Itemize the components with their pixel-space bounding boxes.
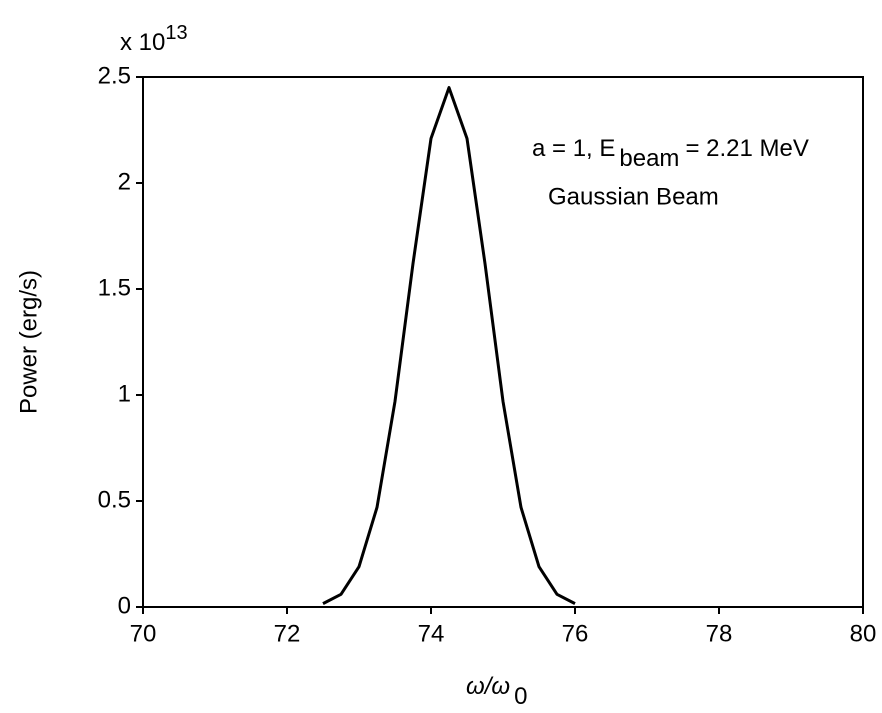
x-tick-label: 80 [850, 620, 877, 647]
annotation-sub: beam [619, 145, 679, 172]
x-label-main: ω/ω [466, 673, 510, 700]
x-tick-label: 72 [274, 620, 301, 647]
x-tick-label: 78 [706, 620, 733, 647]
multiplier: x 1013 [120, 22, 188, 56]
line [322, 86, 576, 605]
x-tick-label: 70 [130, 620, 157, 647]
y-tick-label: 0.5 [98, 486, 131, 513]
y-tick-label: 1 [118, 380, 131, 407]
multiplier-exponent: 13 [165, 22, 187, 44]
x-tick-label: 74 [418, 620, 445, 647]
x-axis-label: ω/ω 0 [466, 673, 527, 710]
plot-frame [142, 76, 864, 608]
multiplier-base: x 10 [120, 29, 165, 56]
y-axis-label: Power (erg/s) [15, 270, 42, 414]
y-tick-label: 2 [118, 168, 131, 195]
annotation-suffix: = 2.21 MeV [685, 135, 808, 162]
annotation-line2: Gaussian Beam [548, 183, 719, 210]
annotation-prefix: a = 1, E [532, 135, 615, 162]
y-tick-label: 0 [118, 592, 131, 619]
x-tick-label: 76 [562, 620, 589, 647]
y-tick-label: 2.5 [98, 62, 131, 89]
x-label-sub: 0 [514, 683, 527, 710]
y-tick-label: 1.5 [98, 274, 131, 301]
